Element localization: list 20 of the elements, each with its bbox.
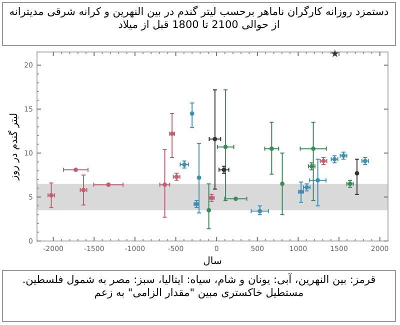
point — [280, 182, 284, 186]
point — [316, 178, 320, 183]
point — [258, 208, 262, 214]
text: قرمز: بین النهرین، آبی: یونان و شام، سیاه: ایتالیا، سبز: مصر به شمول فلسطین. مستطیل خاکستری مبین "مقدار الزامی" به زعم — [21, 274, 377, 300]
point — [106, 182, 111, 187]
point — [212, 136, 218, 142]
point — [190, 111, 194, 116]
point — [206, 208, 212, 212]
point — [74, 168, 78, 172]
point — [162, 182, 167, 187]
x-axis-title: سال — [203, 256, 222, 267]
chart-title: دستمزد روزانه کارگران ناماهر برحسب لیتر گندم در بین النهرین و کرانه شرقی مدیترانه از حوالی 2100 تا 1800 قبل از میلاد — [2, 2, 396, 46]
point — [311, 146, 316, 151]
point — [223, 144, 228, 150]
point — [330, 50, 339, 58]
point — [234, 196, 238, 202]
point — [196, 176, 202, 180]
point — [269, 146, 274, 151]
point — [354, 171, 360, 176]
y-axis-title: لیتر گندم در روز — [8, 112, 20, 182]
